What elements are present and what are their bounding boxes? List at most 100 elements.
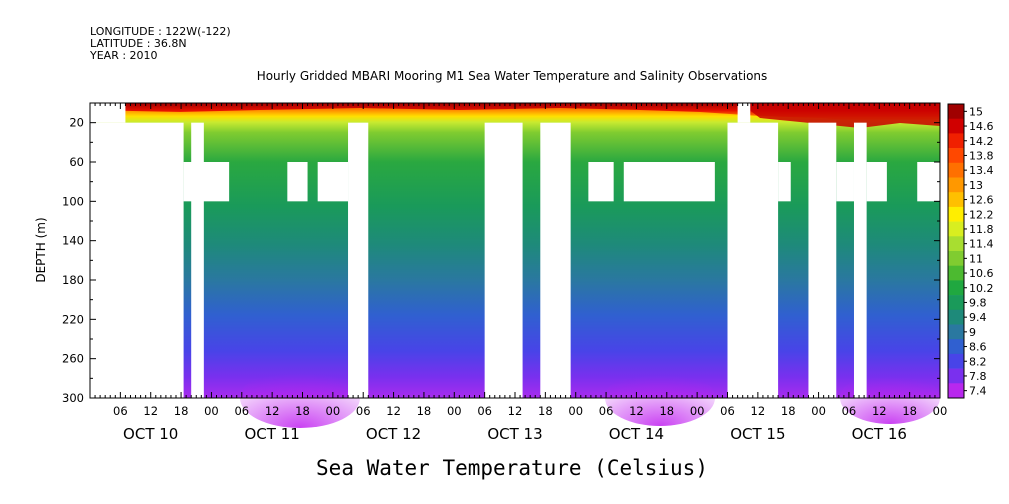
colorbar-label: 14.2 [969,135,994,148]
x-tick-label: 00 [690,404,705,418]
colorbar-label: 10.6 [969,267,994,280]
colorbar-label: 11 [969,252,983,265]
colorbar-frame [947,103,965,399]
missing-data-region [866,162,887,202]
colorbar-label: 12.2 [969,208,994,221]
x-axis-label: Sea Water Temperature (Celsius) [316,456,708,480]
colorbar-swatch [948,280,964,296]
x-tick-label: 18 [417,404,432,418]
missing-data-region [853,122,867,399]
missing-data-region [623,162,715,202]
colorbar-label: 10.2 [969,282,994,295]
missing-data-region [836,162,854,202]
x-tick-label: 12 [143,404,158,418]
x-tick-label: 00 [447,404,462,418]
y-tick-label: 60 [69,155,84,169]
hot-surface-layer [740,103,940,128]
colorbar-label: 13.4 [969,164,994,177]
missing-data-region [287,162,308,202]
missing-data-region [540,122,571,399]
x-tick-label: 12 [386,404,401,418]
missing-data-region [778,162,791,202]
y-tick-label: 20 [69,116,84,130]
colorbar-swatch [948,368,964,384]
colorbar-label: 9.4 [969,311,987,324]
x-tick-label: 00 [811,404,826,418]
colorbar-swatch [948,339,964,355]
x-day-label: OCT 12 [366,425,421,443]
missing-data-region [808,122,837,399]
colorbar: 15 14.6 14.213.8 13.4 13 12.612.2 11.8 11.411 10… [947,103,994,399]
longitude-label: LONGITUDE : 122W(-122) [90,25,231,38]
colorbar-swatch [948,148,964,164]
x-tick-label: 06 [842,404,857,418]
colorbar-swatch [948,324,964,340]
colorbar-label: 11.8 [969,223,994,236]
x-tick-label: 00 [204,404,219,418]
colorbar-swatch [948,309,964,325]
missing-data-region [917,162,940,202]
colorbar-label: 8.2 [969,355,987,368]
colorbar-swatch [948,265,964,281]
missing-data-region [348,122,369,399]
x-tick-label: 18 [902,404,917,418]
x-day-label: OCT 16 [852,425,907,443]
x-tick-label: 00 [933,404,948,418]
colorbar-label: 7.4 [969,385,987,398]
colorbar-label: 7.8 [969,370,987,383]
missing-data-region [317,162,349,202]
x-tick-label: 00 [326,404,341,418]
x-tick-label: 12 [629,404,644,418]
missing-data-region [588,162,614,202]
x-day-label: OCT 11 [244,425,299,443]
x-tick-label: 18 [781,404,796,418]
colorbar-swatch [948,162,964,178]
missing-data-region [737,103,751,123]
colorbar-label: 14.6 [969,120,994,133]
colorbar-swatch [948,295,964,311]
missing-data-region [90,122,184,399]
colorbar-swatch [948,206,964,222]
y-axis-label: DEPTH (m) [34,217,48,282]
heatmap-plot: 06 12 18 00 OCT 10 06 12 18 00 OCT 11 06 12 18 00 OCT … [62,102,948,443]
x-tick-label: 00 [568,404,583,418]
x-tick-label: 18 [174,404,189,418]
colorbar-swatch [948,118,964,134]
colorbar-swatch [948,221,964,237]
y-tick-label: 140 [62,234,84,248]
latitude-label: LATITUDE : 36.8N [90,37,187,50]
x-tick-label: 12 [872,404,887,418]
colorbar-label: 8.6 [969,341,987,354]
x-tick-label: 06 [720,404,735,418]
colorbar-swatch [948,177,964,193]
y-tick-label: 180 [62,273,84,287]
x-day-label: OCT 15 [730,425,785,443]
colorbar-label: 9 [969,326,976,339]
colorbar-swatch [948,192,964,208]
missing-data-region [90,103,126,123]
colorbar-label: 13 [969,179,983,192]
y-tick-label: 300 [62,391,84,405]
x-tick-label: 18 [538,404,553,418]
x-tick-label: 18 [659,404,674,418]
missing-data-region [484,122,523,399]
x-tick-label: 06 [234,404,249,418]
colorbar-label: 13.8 [969,149,994,162]
missing-data-region [727,122,779,399]
x-tick-label: 12 [508,404,523,418]
colorbar-label: 9.8 [969,296,987,309]
colorbar-swatch [948,236,964,252]
x-day-label: OCT 10 [123,425,178,443]
y-tick-label: 100 [62,194,84,208]
y-tick-label: 220 [62,312,84,326]
x-tick-label: 18 [295,404,310,418]
colorbar-label: 12.6 [969,194,994,207]
x-tick-label: 06 [599,404,614,418]
x-tick-label: 06 [477,404,492,418]
colorbar-swatch [948,133,964,149]
x-tick-label: 12 [265,404,280,418]
x-tick-label: 06 [113,404,128,418]
colorbar-label: 11.4 [969,238,994,251]
colorbar-swatch [948,251,964,266]
missing-data-region [183,162,230,202]
